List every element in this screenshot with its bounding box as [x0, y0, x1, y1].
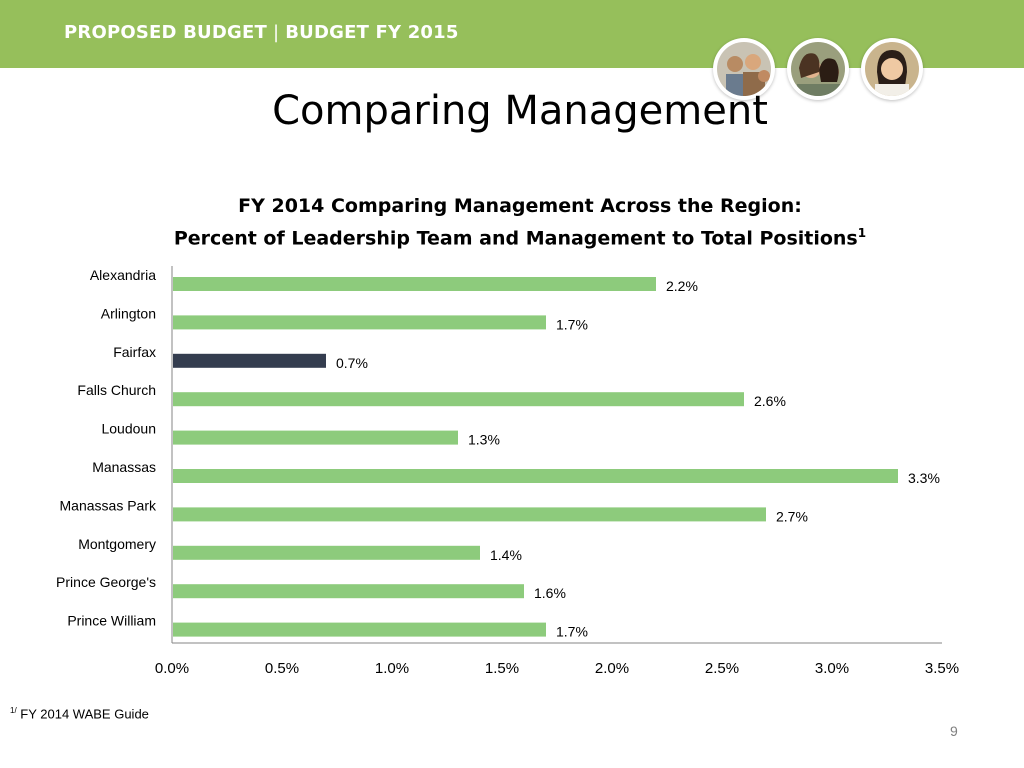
data-label-4: 1.3% — [468, 432, 500, 448]
data-label-3: 2.6% — [754, 393, 786, 409]
footnote-text: FY 2014 WABE Guide — [16, 706, 149, 722]
students-group-photo — [713, 38, 775, 100]
x-tick-label-0: 0.0% — [155, 660, 189, 677]
data-label-8: 1.6% — [534, 585, 566, 601]
data-label-1: 1.7% — [556, 316, 588, 332]
data-label-9: 1.7% — [556, 624, 588, 640]
x-tick-label-3: 1.5% — [485, 660, 519, 677]
x-tick-label-2: 1.0% — [375, 660, 409, 677]
bar-8 — [173, 584, 524, 599]
bar-6 — [173, 507, 766, 522]
category-label-8: Prince George's — [56, 574, 156, 590]
chart-title-line2: Percent of Leadership Team and Managemen… — [120, 220, 920, 252]
data-label-5: 3.3% — [908, 470, 940, 486]
category-label-3: Falls Church — [77, 382, 156, 398]
footnote-mark: 1/ — [10, 706, 17, 715]
data-label-2: 0.7% — [336, 355, 368, 371]
category-label-5: Manassas — [92, 459, 156, 475]
category-label-7: Montgomery — [78, 536, 156, 552]
data-label-0: 2.2% — [666, 278, 698, 294]
bar-3 — [173, 392, 744, 407]
chart-title-footnote-mark: 1 — [857, 226, 867, 240]
x-tick-label-1: 0.5% — [265, 660, 299, 677]
bar-0 — [173, 277, 656, 291]
bar-chart: Alexandria 2.2% Arlington 1.7% Fairfax 0.7% Fa… — [56, 266, 959, 677]
x-tick-label-6: 3.0% — [815, 660, 849, 677]
category-label-2: Fairfax — [113, 344, 156, 360]
student-smiling-photo — [861, 38, 923, 100]
x-tick-label-4: 2.0% — [595, 660, 629, 677]
bar-7 — [173, 545, 480, 560]
footnote: 1/ FY 2014 WABE Guide — [10, 706, 149, 721]
category-label-6: Manassas Park — [60, 497, 157, 513]
chart-title: FY 2014 Comparing Management Across the … — [120, 193, 920, 252]
data-label-7: 1.4% — [490, 547, 522, 563]
bar-4 — [173, 430, 458, 445]
data-label-6: 2.7% — [776, 508, 808, 524]
header-title-right: BUDGET FY 2015 — [285, 22, 459, 43]
header-band — [0, 0, 1024, 68]
header-separator: | — [272, 22, 280, 43]
chart-title-line1: FY 2014 Comparing Management Across the … — [238, 195, 802, 217]
category-label-4: Loudoun — [101, 421, 156, 437]
x-tick-label-5: 2.5% — [705, 660, 739, 677]
header-title: PROPOSED BUDGET | BUDGET FY 2015 — [64, 22, 459, 50]
page-number: 9 — [950, 723, 958, 739]
header-title-left: PROPOSED BUDGET — [64, 22, 267, 43]
x-tick-label-7: 3.5% — [925, 660, 959, 677]
category-label-0: Alexandria — [90, 267, 156, 283]
chart-title-line2-text: Percent of Leadership Team and Managemen… — [173, 227, 858, 250]
category-label-1: Arlington — [101, 305, 156, 321]
students-laughing-photo — [787, 38, 849, 100]
category-label-9: Prince William — [67, 613, 156, 629]
bar-1 — [173, 315, 546, 330]
bar-2 — [173, 353, 326, 368]
bar-5 — [173, 469, 898, 483]
bar-9 — [173, 622, 546, 637]
slide-title: Comparing Management — [272, 88, 768, 134]
